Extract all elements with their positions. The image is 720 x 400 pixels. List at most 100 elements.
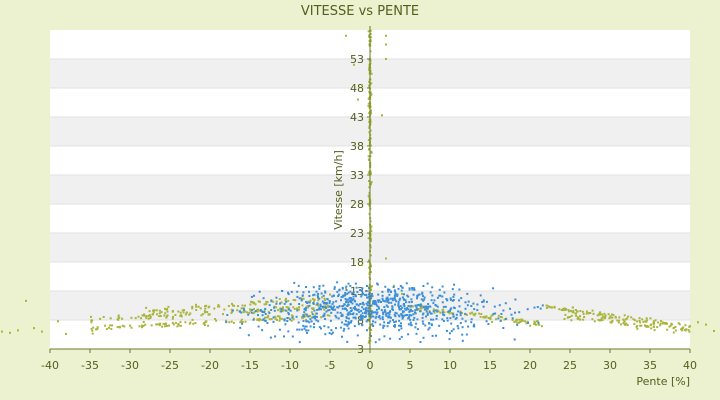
data-point — [497, 314, 500, 317]
data-point — [217, 305, 219, 308]
data-point — [411, 305, 414, 308]
data-point — [510, 313, 513, 316]
data-point — [426, 307, 429, 310]
data-point — [647, 325, 650, 328]
data-point — [287, 317, 290, 319]
data-point — [539, 307, 542, 310]
data-point — [625, 317, 628, 320]
y-tick-label: 28 — [350, 198, 364, 211]
data-point — [356, 291, 359, 293]
data-point — [479, 315, 482, 318]
data-point — [244, 310, 247, 313]
data-point — [436, 309, 439, 312]
data-point — [174, 321, 177, 324]
data-point — [450, 312, 453, 315]
data-point — [368, 68, 370, 71]
data-point — [653, 325, 656, 328]
data-point — [231, 302, 233, 305]
data-point — [330, 311, 333, 314]
data-point — [159, 315, 162, 317]
data-point — [680, 328, 683, 331]
data-point — [367, 304, 370, 307]
data-point — [438, 288, 441, 291]
data-point — [633, 319, 636, 322]
data-point — [372, 325, 375, 327]
data-point — [688, 325, 691, 328]
data-point — [171, 321, 174, 324]
data-point — [359, 288, 362, 291]
data-point — [431, 286, 434, 289]
data-point — [346, 304, 349, 307]
data-point — [218, 305, 221, 308]
data-point — [320, 308, 322, 311]
data-point — [632, 318, 635, 321]
data-point — [370, 289, 372, 291]
data-point — [321, 305, 324, 308]
data-point — [599, 311, 602, 314]
data-point — [343, 303, 346, 306]
data-point — [301, 315, 304, 318]
data-point — [639, 321, 642, 324]
data-point — [428, 326, 431, 329]
data-point — [601, 319, 604, 322]
data-point — [612, 314, 615, 316]
data-point — [90, 315, 92, 318]
data-point — [368, 131, 371, 134]
data-point — [391, 299, 394, 302]
data-point — [130, 326, 133, 329]
data-point — [618, 319, 621, 322]
data-point — [591, 318, 594, 321]
data-point — [272, 300, 275, 303]
data-point — [422, 306, 425, 309]
data-point — [118, 316, 121, 319]
data-point — [533, 306, 536, 309]
data-point — [669, 324, 672, 327]
data-point — [158, 309, 161, 312]
data-point — [324, 290, 327, 293]
data-point — [649, 317, 652, 320]
data-point — [361, 302, 364, 305]
data-point — [306, 304, 309, 307]
data-point — [393, 313, 396, 316]
data-point — [275, 302, 278, 305]
data-point — [361, 317, 364, 320]
data-point — [263, 311, 266, 314]
data-point — [90, 321, 93, 324]
data-point — [487, 317, 490, 319]
data-point — [290, 314, 293, 317]
data-point — [172, 315, 174, 318]
data-point — [312, 316, 315, 319]
data-point — [401, 310, 404, 313]
data-point — [413, 316, 416, 319]
data-point — [458, 305, 461, 308]
data-point — [575, 309, 577, 311]
data-point — [281, 306, 284, 309]
data-point — [283, 318, 286, 321]
data-point — [398, 324, 400, 327]
data-point — [446, 317, 449, 320]
data-point — [369, 173, 372, 176]
data-point — [302, 324, 305, 327]
data-point — [461, 326, 464, 329]
data-point — [442, 313, 444, 316]
data-point — [518, 318, 521, 321]
data-point — [450, 330, 453, 333]
data-point — [368, 286, 370, 289]
data-point — [558, 308, 561, 311]
data-point — [389, 320, 392, 323]
data-point — [659, 322, 662, 325]
data-point — [200, 314, 203, 317]
data-point — [459, 314, 462, 317]
data-point — [448, 338, 451, 341]
data-point — [443, 311, 446, 314]
data-point — [366, 296, 368, 299]
data-point — [241, 322, 244, 325]
data-point — [408, 301, 411, 304]
data-point — [474, 312, 477, 315]
data-point — [318, 287, 321, 290]
data-point — [394, 292, 397, 295]
x-tick-label: -5 — [325, 359, 336, 372]
data-point — [490, 314, 493, 317]
data-point — [446, 319, 449, 322]
data-point — [368, 158, 371, 161]
